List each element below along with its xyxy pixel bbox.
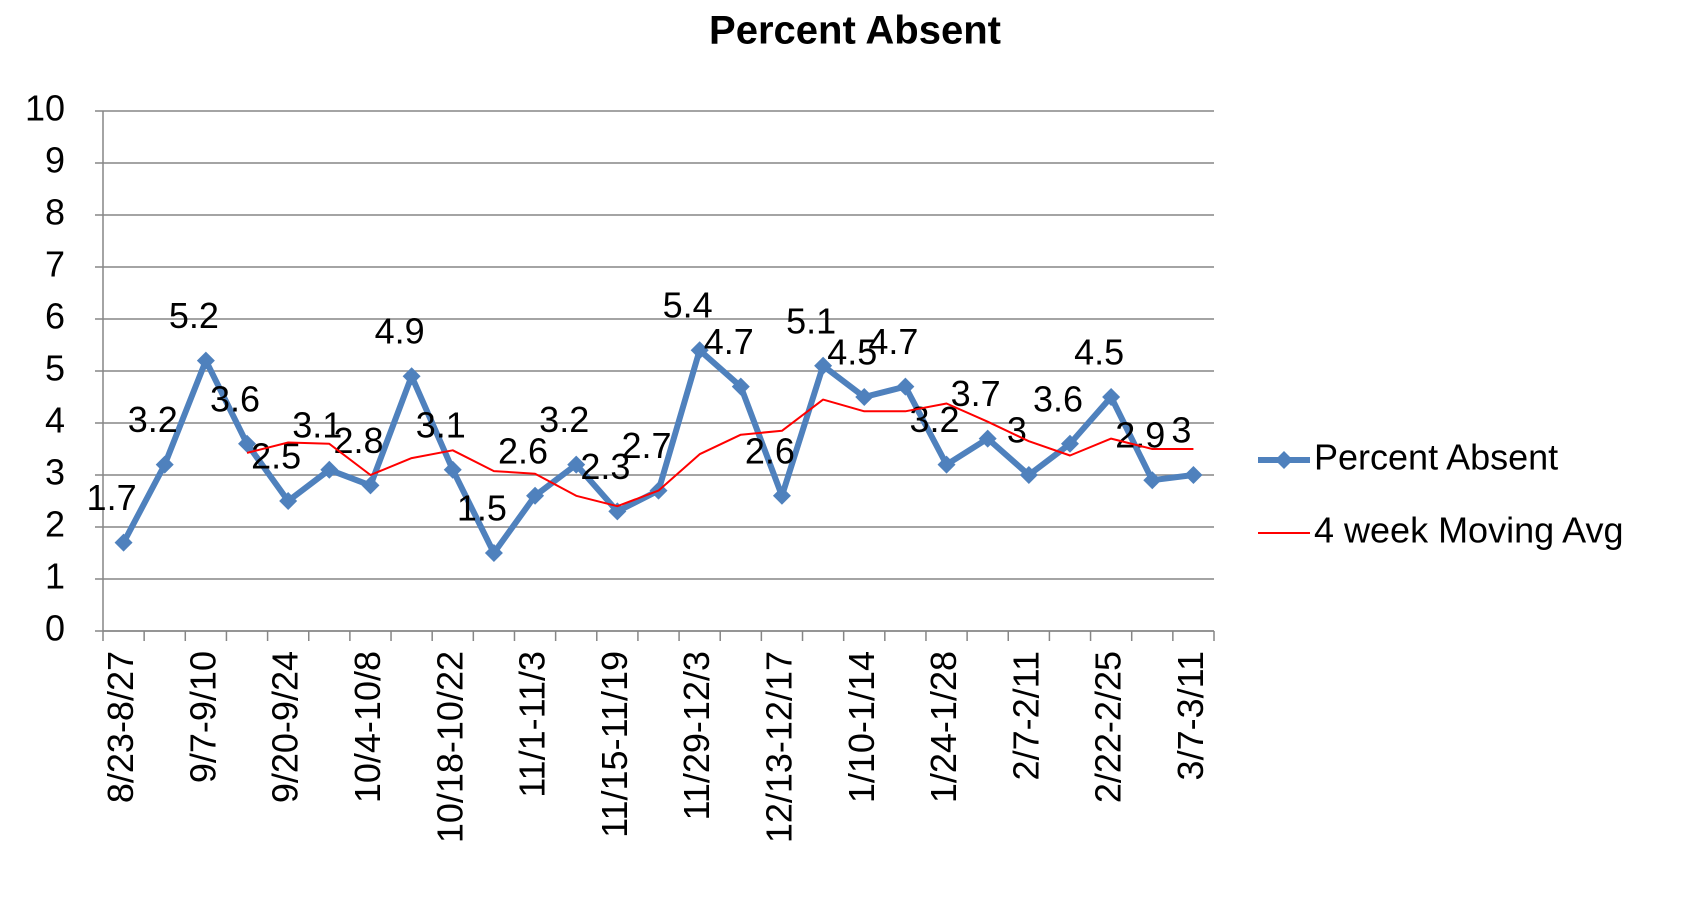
x-tick-label: 9/7-9/10 [182,651,223,783]
y-tick-label: 5 [45,348,65,389]
y-tick-label: 6 [45,296,65,337]
point-marker [320,460,339,479]
point-marker [484,544,503,562]
point-marker [1143,471,1162,490]
data-label: 3.2 [539,399,589,440]
data-label: 2.8 [333,420,383,461]
y-tick-label: 10 [25,88,65,129]
point-marker [772,486,791,505]
point-marker [1102,388,1121,406]
point-marker [114,533,133,552]
point-marker [978,429,997,448]
point-marker [443,460,462,479]
y-tick-label: 8 [45,192,65,233]
data-label: 3.7 [951,373,1001,414]
point-marker [155,455,174,474]
data-label: 4.5 [1074,332,1124,373]
x-tick-label: 10/4-10/8 [347,651,388,803]
point-marker [1019,466,1038,484]
data-label: 3.2 [128,399,178,440]
point-marker [196,351,215,370]
data-label: 3.1 [416,404,466,445]
data-label: 4.7 [704,321,754,362]
y-tick-label: 3 [45,452,65,493]
data-label: 3 [1171,410,1191,451]
data-label: 3 [1007,410,1027,451]
data-label: 2.3 [580,446,630,487]
data-label: 5.2 [169,295,219,336]
y-tick-label: 7 [45,244,65,285]
point-marker [402,367,421,386]
data-label: 1.5 [457,488,507,529]
x-tick-label: 10/18-10/22 [429,651,470,843]
x-tick-label: 11/1-11/3 [512,651,553,798]
point-marker [1184,466,1203,484]
x-tick-label: 2/22-2/25 [1088,651,1129,803]
x-tick-label: 1/24-1/28 [923,651,964,803]
data-label: 4.5 [827,332,877,373]
chart-title: Percent Absent [709,9,1001,53]
point-marker [937,455,956,474]
point-marker [526,486,545,505]
legend-label: Percent Absent [1314,437,1558,478]
data-label: 2.7 [621,425,671,466]
point-marker [814,356,833,375]
x-tick-label: 12/13-12/17 [758,651,799,843]
data-label: 3.6 [210,378,260,419]
point-marker [690,341,709,360]
point-marker [1060,434,1079,453]
data-label: 5.4 [663,285,713,326]
data-label: 4.9 [375,311,425,352]
x-tick-label: 8/23-8/27 [100,651,141,803]
y-tick-label: 9 [45,140,65,181]
point-marker [896,377,915,396]
data-label: 5.1 [786,300,836,341]
point-marker [608,502,627,521]
x-tick-label: 11/15-11/19 [594,651,635,838]
y-tick-label: 4 [45,400,65,441]
data-label: 3.6 [1033,378,1083,419]
x-tick-label: 1/10-1/14 [841,651,882,803]
point-marker [238,434,257,453]
data-label: 2.6 [745,430,795,471]
point-marker [855,388,874,406]
point-marker [731,377,750,396]
data-label: 1.7 [87,477,137,518]
data-label: 2.6 [498,430,548,471]
y-tick-label: 1 [45,556,65,597]
x-tick-label: 9/20-9/24 [265,651,306,803]
x-tick-label: 2/7-2/11 [1005,651,1046,780]
legend-marker [1275,451,1293,469]
data-label: 4.7 [868,321,918,362]
legend-label: 4 week Moving Avg [1314,510,1624,551]
y-tick-label: 0 [45,608,65,649]
x-tick-label: 11/29-12/3 [676,651,717,820]
series-line [246,398,1194,508]
y-tick-label: 2 [45,504,65,545]
point-marker [567,455,586,474]
x-tick-label: 3/7-3/11 [1170,651,1211,780]
data-label: 3.1 [292,404,342,445]
point-marker [279,492,298,510]
point-marker [361,476,380,495]
